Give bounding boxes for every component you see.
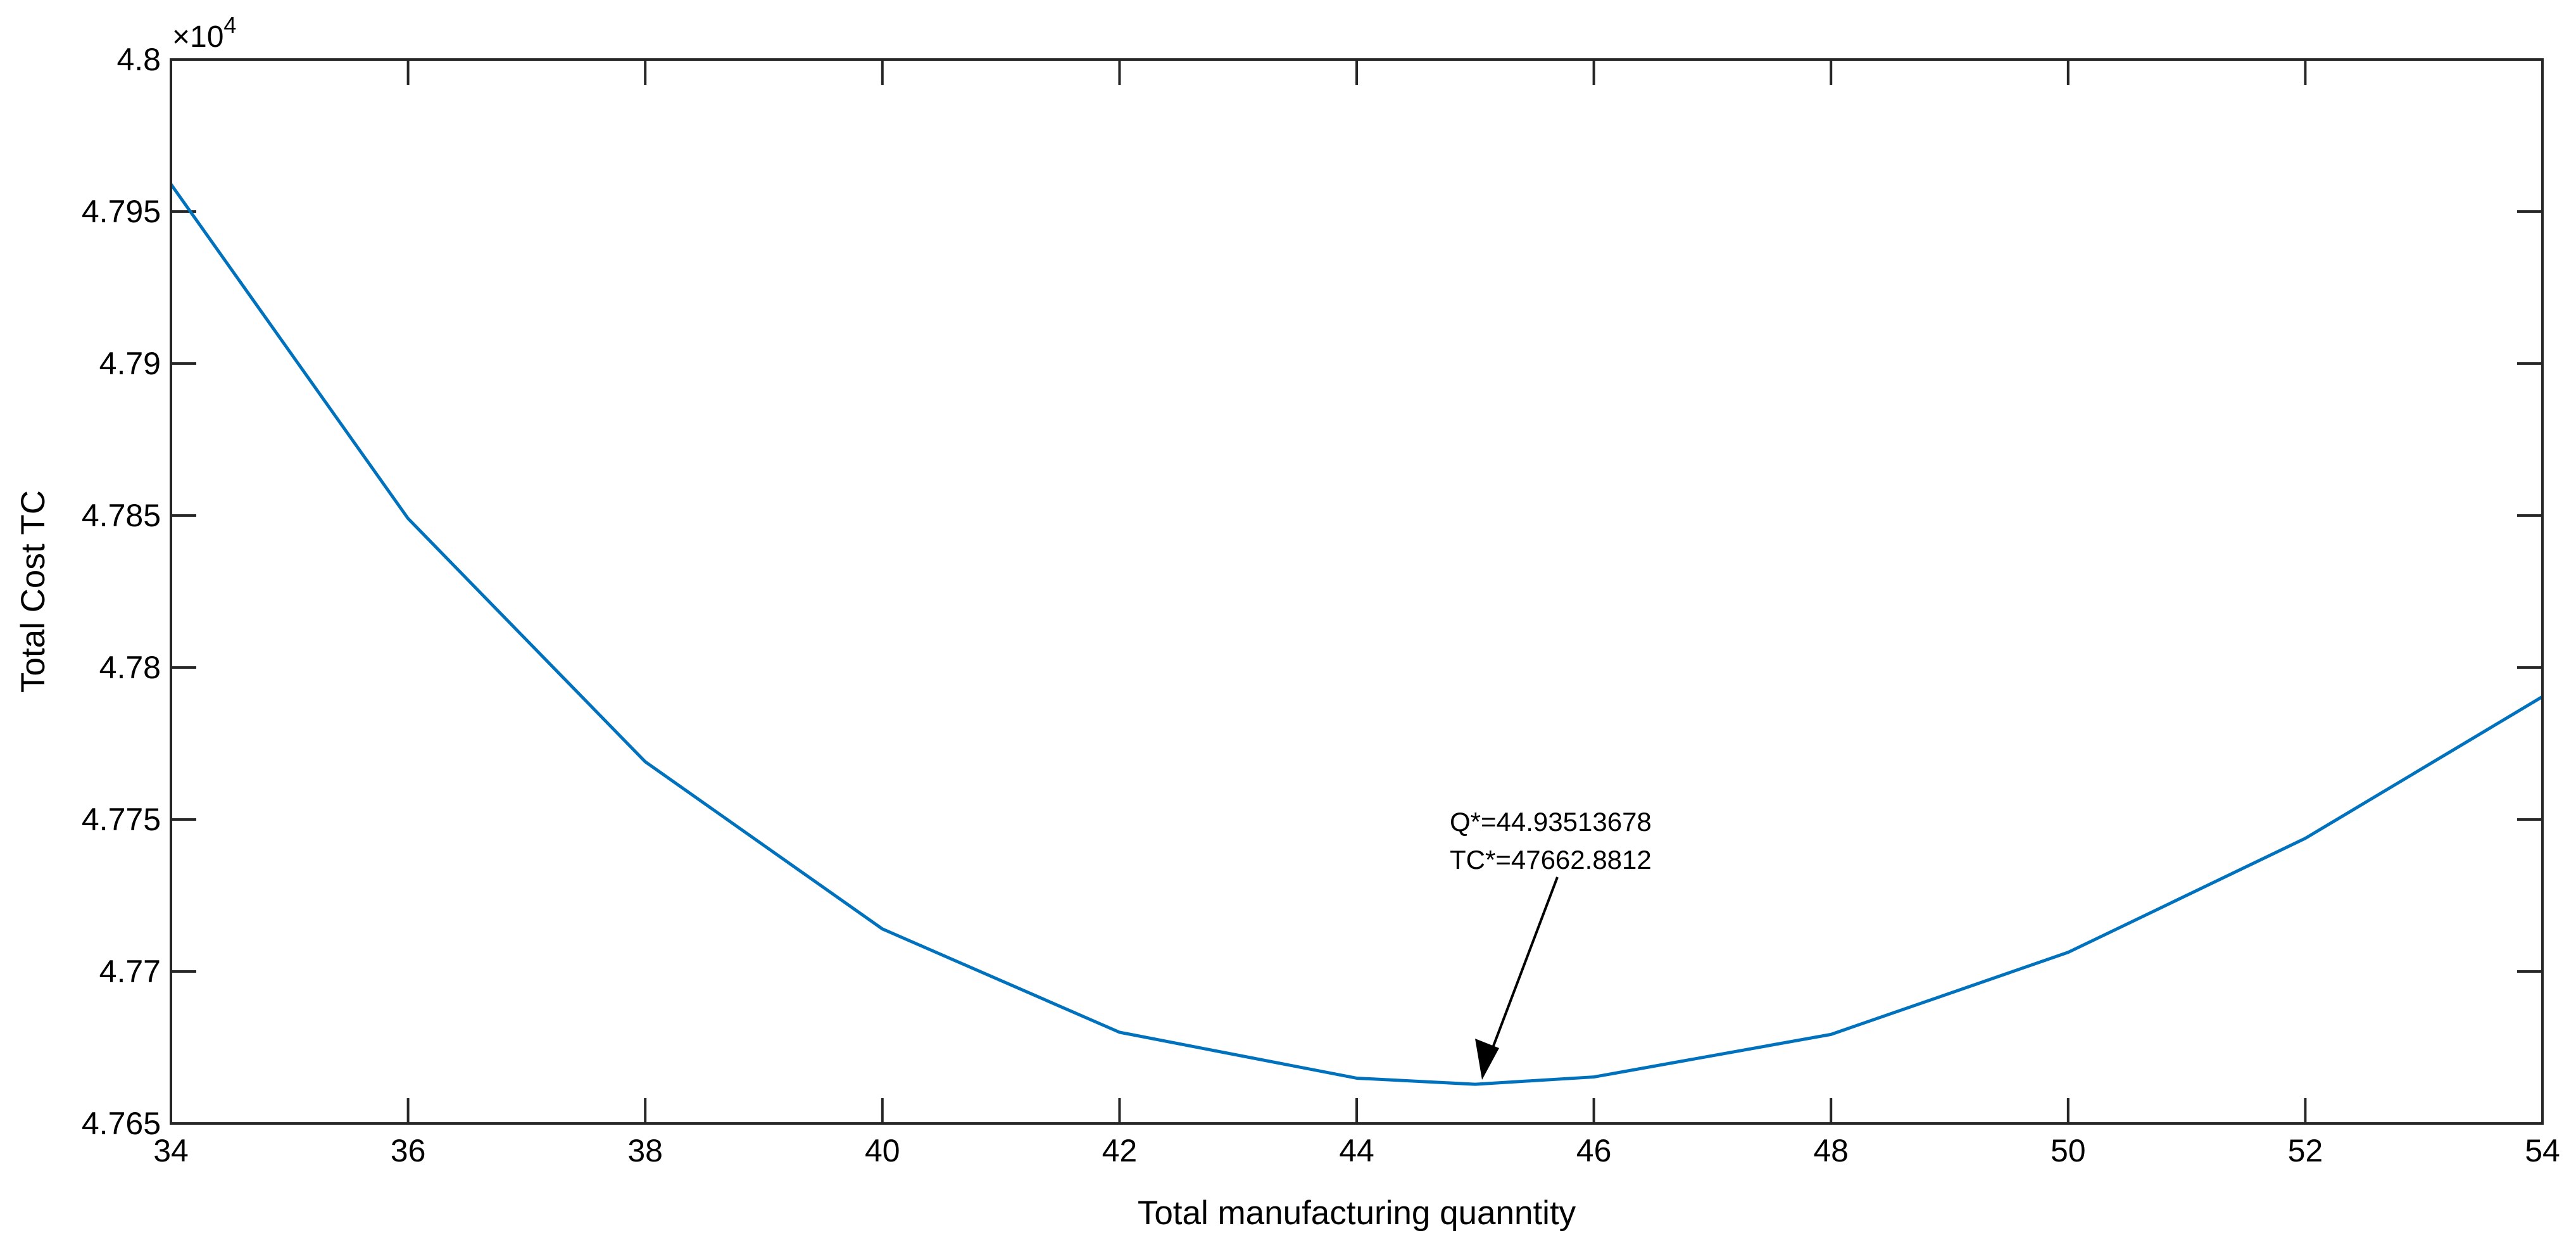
y-tick-label: 4.8 (116, 42, 161, 77)
x-tick-label: 34 (153, 1133, 189, 1168)
annotation-line-q: Q*=44.93513678 (1450, 807, 1652, 837)
y-tick-label: 4.765 (82, 1106, 161, 1141)
y-tick-label: 4.775 (82, 802, 161, 837)
y-exponent-power: 4 (223, 12, 236, 38)
x-tick-label: 36 (391, 1133, 426, 1168)
y-tick-label: 4.795 (82, 194, 161, 229)
y-exponent-base: ×10 (172, 20, 223, 54)
x-axis-label: Total manufacturing quanntity (1138, 1194, 1576, 1232)
x-tick-label: 52 (2288, 1133, 2323, 1168)
y-tick-label: 4.785 (82, 498, 161, 533)
tick-labels: 34 36 38 40 42 44 46 48 50 52 54 4.765 4.77 4.775 4.78… (82, 42, 2560, 1168)
x-tick-label: 38 (627, 1133, 663, 1168)
y-axis-exponent: ×104 (172, 12, 236, 54)
annotation-arrowhead (1475, 1039, 1499, 1080)
y-tick-label: 4.79 (99, 346, 161, 381)
series-line (169, 183, 2544, 1086)
annotation-arrow-shaft (1488, 876, 1559, 1058)
y-tick-label: 4.78 (99, 650, 161, 685)
x-tick-label: 40 (865, 1133, 900, 1168)
x-tick-label: 54 (2525, 1133, 2560, 1168)
annotation-line-tc: TC*=47662.8812 (1450, 845, 1652, 875)
x-tick-label: 48 (1813, 1133, 1849, 1168)
y-axis-label: Total Cost TC (15, 490, 52, 693)
plot-area-frame (170, 58, 2544, 1125)
y-tick-label: 4.77 (99, 954, 161, 989)
minimum-annotation: Q*=44.93513678 TC*=47662.8812 (1450, 807, 1652, 1080)
x-tick-label: 42 (1102, 1133, 1138, 1168)
x-tick-label: 46 (1576, 1133, 1612, 1168)
x-tick-label: 50 (2051, 1133, 2086, 1168)
series-group (169, 183, 2544, 1086)
x-tick-label: 44 (1339, 1133, 1374, 1168)
axis-ticks (170, 58, 2544, 1125)
